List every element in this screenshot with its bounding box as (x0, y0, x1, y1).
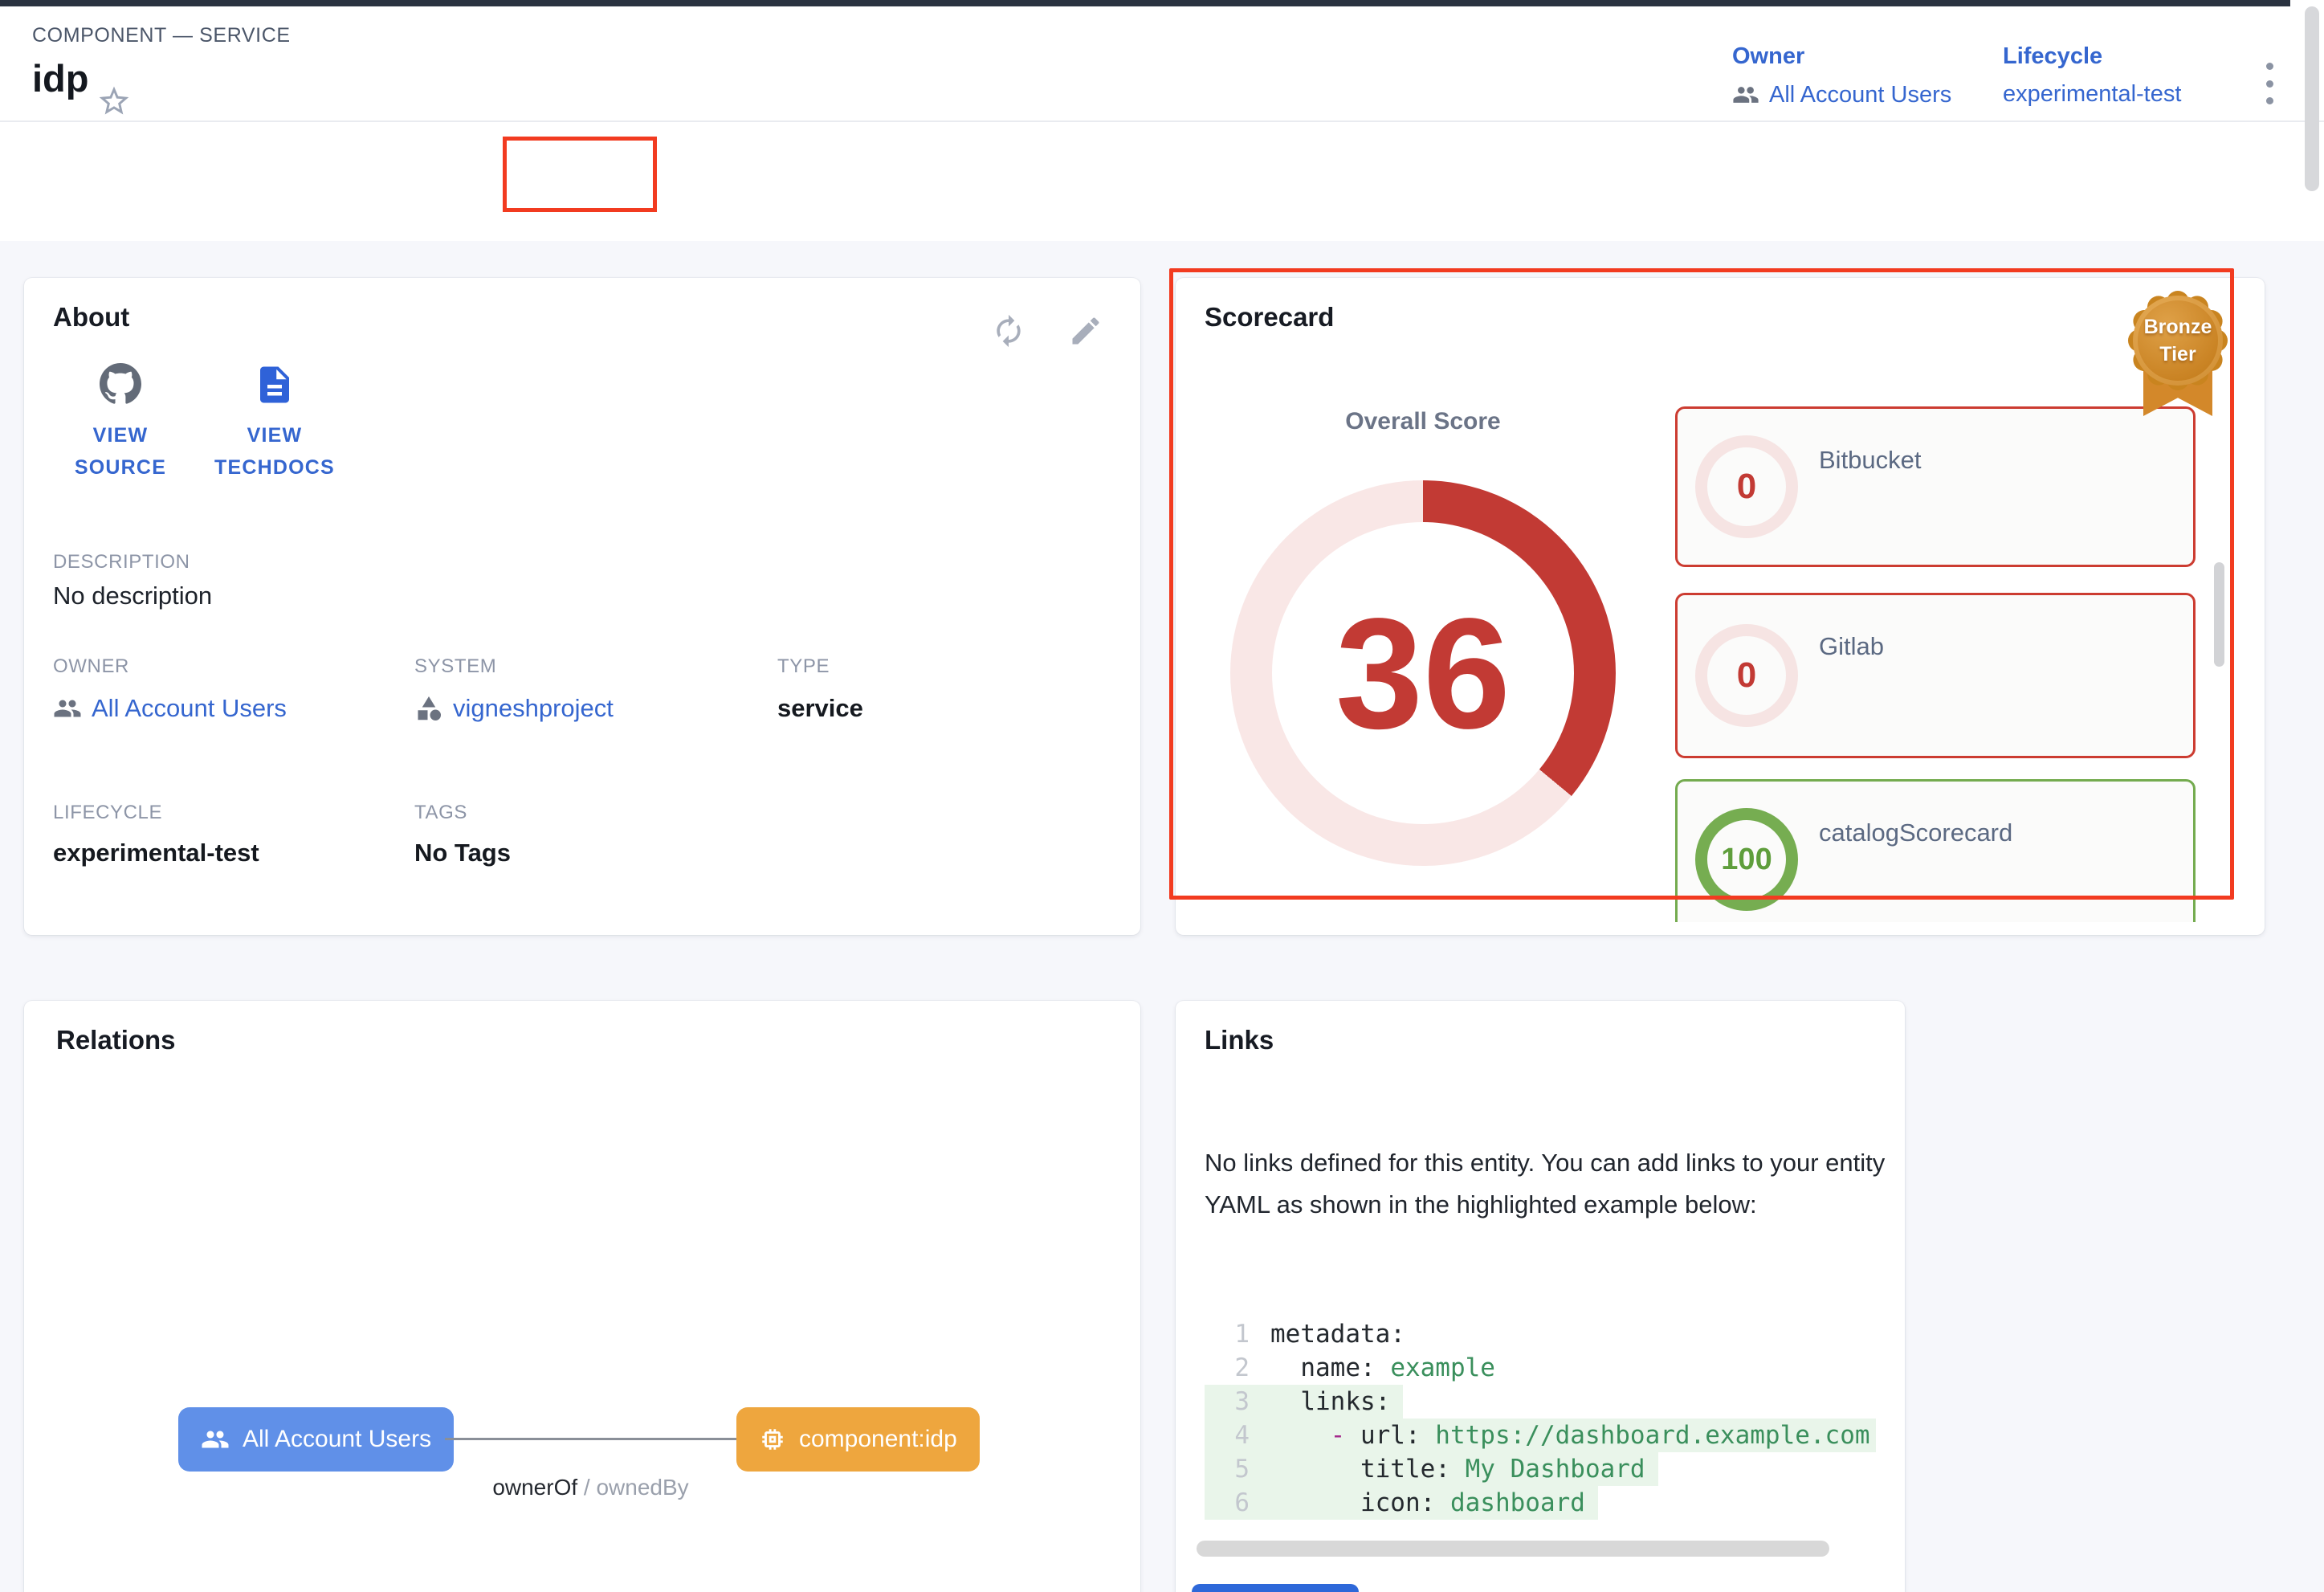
techdocs-icon (202, 363, 347, 408)
relation-edge-separator: / (577, 1475, 597, 1500)
description-label: DESCRIPTION (53, 551, 190, 573)
code-horizontal-scrollbar[interactable] (1197, 1541, 1829, 1557)
entity-kind-breadcrumb: COMPONENT — SERVICE (32, 24, 291, 47)
about-card: About VIEW SOURCE VIEW TECHDOCS DESCRIPT… (24, 278, 1140, 935)
relation-edge-line (445, 1438, 736, 1440)
relation-edge-to: ownedBy (596, 1475, 689, 1500)
people-icon (1732, 81, 1759, 108)
owner-label: OWNER (53, 655, 129, 677)
partial-button-clipped[interactable] (1192, 1584, 1359, 1592)
gitlab-panel-label: Gitlab (1819, 632, 1884, 660)
code-line-highlighted: 4 - url: https://dashboard.example.com (1205, 1419, 1876, 1452)
code-line: 1 metadata: (1234, 1320, 1405, 1349)
bronze-tier-badge: Bronze Tier (2130, 292, 2226, 421)
code-line-highlighted: 3 links: (1205, 1385, 1404, 1419)
header-divider (0, 120, 2324, 122)
top-accent-bar (0, 0, 2290, 6)
entity-tab-bar: Overview CI/CD Scorecard API Dependencie… (0, 122, 2324, 357)
people-icon (53, 694, 82, 723)
links-empty-state-text: No links defined for this entity. You ca… (1205, 1149, 1886, 1218)
relation-node-owner[interactable]: All Account Users (178, 1407, 455, 1472)
chip-icon (759, 1426, 786, 1453)
view-techdocs-label: VIEW TECHDOCS (214, 424, 335, 479)
owner-link[interactable]: All Account Users (53, 694, 287, 723)
header-lifecycle-value: experimental-test (2003, 81, 2182, 107)
relations-card-title: Relations (56, 1025, 176, 1055)
type-label: TYPE (777, 655, 830, 677)
code-line: 2 name: example (1234, 1353, 1495, 1382)
links-card-title: Links (1205, 1025, 1274, 1055)
overall-score-label: Overall Score (1345, 408, 1501, 435)
category-icon (414, 694, 443, 723)
scorecard-panel-gitlab[interactable]: 0 Gitlab (1675, 593, 2196, 758)
github-icon (48, 363, 193, 408)
header-lifecycle-label: Lifecycle (2003, 43, 2103, 69)
scorecard-card-title: Scorecard (1205, 302, 1335, 332)
relation-node-component-label: component:idp (799, 1426, 957, 1452)
people-icon (201, 1425, 230, 1454)
relation-edge-label: ownerOf / ownedBy (445, 1475, 736, 1500)
description-value: No description (53, 582, 213, 610)
catalogscorecard-score-gauge: 100 (1695, 808, 1798, 911)
overall-score-value: 36 (1335, 585, 1511, 761)
tags-value: No Tags (414, 839, 511, 867)
more-options-icon[interactable] (2253, 58, 2285, 109)
owner-value: All Account Users (92, 694, 287, 722)
relation-node-component[interactable]: component:idp (736, 1407, 980, 1472)
lifecycle-label: LIFECYCLE (53, 802, 163, 823)
system-link[interactable]: vigneshproject (414, 694, 614, 723)
panel-list-scrollbar[interactable] (2214, 562, 2224, 667)
bitbucket-score-gauge: 0 (1695, 435, 1798, 538)
tags-label: TAGS (414, 802, 467, 823)
type-value: service (777, 694, 863, 722)
system-label: SYSTEM (414, 655, 497, 677)
yaml-example-code-block: 1 metadata: 2 name: example 3 links: 4 -… (1205, 1317, 1876, 1521)
badge-coin (2133, 296, 2223, 386)
header-owner: Owner All Account Users (1732, 43, 1951, 108)
relation-edge-from: ownerOf (492, 1475, 578, 1500)
relation-node-owner-label: All Account Users (243, 1426, 432, 1452)
code-line-highlighted: 5 title: My Dashboard (1205, 1452, 1658, 1486)
header-lifecycle: Lifecycle experimental-test (2003, 43, 2181, 108)
system-value: vigneshproject (453, 694, 614, 722)
scorecard-card: Scorecard Overall Score 36 0 Bitbucket 0… (1176, 278, 2265, 935)
catalogscorecard-panel-label: catalogScorecard (1819, 818, 2013, 847)
header-owner-link[interactable]: All Account Users (1732, 81, 1951, 108)
scorecard-panel-catalogscorecard[interactable]: 100 catalogScorecard (1675, 779, 2196, 922)
lifecycle-value: experimental-test (53, 839, 259, 867)
scorecard-panel-list: 0 Bitbucket 0 Gitlab 100 catalogScorecar… (1675, 386, 2205, 922)
edit-icon[interactable] (1068, 313, 1103, 349)
gitlab-score-gauge: 0 (1695, 624, 1798, 727)
header-owner-label: Owner (1732, 43, 1805, 69)
relations-card: Relations All Account Users component:id… (24, 1001, 1140, 1592)
badge-text-line2: Tier (2159, 343, 2196, 365)
overall-score-gauge (1230, 480, 1616, 866)
page-title: idp (32, 57, 89, 100)
badge-text-line1: Bronze (2143, 316, 2212, 338)
links-card: Links No links defined for this entity. … (1176, 1001, 1905, 1592)
scorecard-panel-bitbucket[interactable]: 0 Bitbucket (1675, 406, 2196, 567)
bitbucket-panel-label: Bitbucket (1819, 446, 1922, 474)
view-source-link[interactable]: VIEW SOURCE (48, 363, 193, 484)
refresh-icon[interactable] (991, 313, 1026, 349)
code-line-highlighted: 6 icon: dashboard (1205, 1486, 1598, 1520)
favorite-star-icon[interactable] (96, 84, 132, 119)
about-card-title: About (53, 302, 130, 332)
view-source-label: VIEW SOURCE (74, 424, 167, 479)
header-owner-value: All Account Users (1769, 81, 1952, 108)
page-scrollbar-thumb[interactable] (2305, 6, 2319, 191)
view-techdocs-link[interactable]: VIEW TECHDOCS (202, 363, 347, 484)
